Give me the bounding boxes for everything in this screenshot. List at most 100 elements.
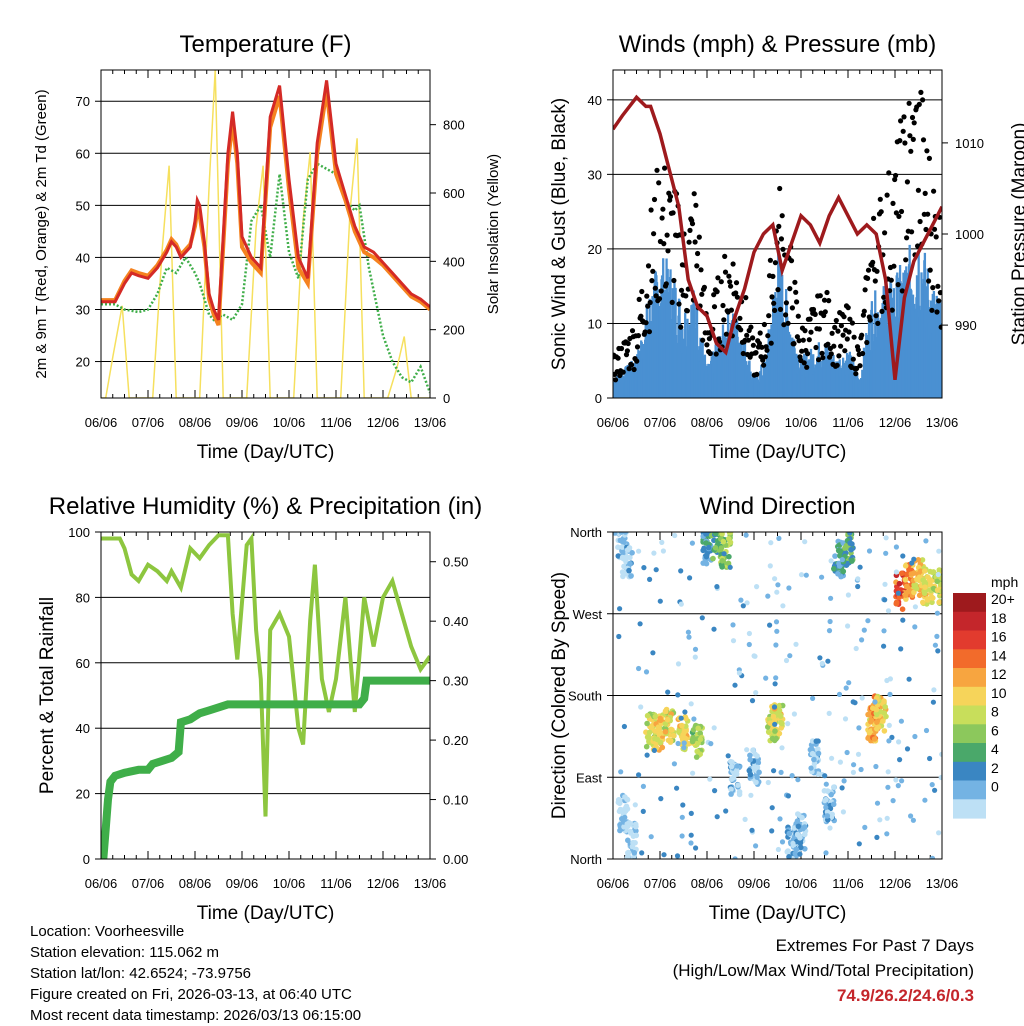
direction-dots [613,532,942,859]
direction-point [824,813,831,819]
x-tick-label: 10/06 [273,876,306,891]
gust-point [901,114,907,120]
direction-point [656,731,662,737]
direction-point [828,558,834,564]
y-tick-label: North [570,852,602,867]
direction-point [693,845,699,851]
direction-point [829,811,835,818]
gust-point [795,313,801,319]
station-latlon: Station lat/lon: 42.6524; -73.9756 [30,965,252,982]
direction-point [753,690,759,696]
y-tick-label: North [570,525,602,540]
direction-point [889,734,895,741]
gust-point [909,114,916,121]
direction-point [756,769,762,776]
direction-point [874,719,880,726]
direction-point [855,583,861,590]
gust-point [807,316,813,322]
direction-point [747,752,753,759]
direction-point [826,628,833,634]
x-tick-label: 08/06 [179,415,212,430]
direction-point [896,739,902,745]
y-tick-label: 60 [76,146,90,161]
gust-point [853,371,859,377]
gust-point [835,328,841,334]
gust-point [700,337,706,343]
direction-point [767,622,773,628]
y-tick-label-right: 0.10 [443,793,468,808]
rh-series [101,532,430,859]
gust-point [936,298,942,304]
gust-point [625,340,631,347]
gust-point [872,278,878,284]
direction-point [874,834,880,841]
colorbar-label: 2 [991,760,999,776]
gust-point [671,277,677,284]
direction-point [906,566,912,573]
precip-line [101,676,430,859]
direction-point [915,557,922,563]
direction-point [679,722,685,729]
gust-point [615,355,621,361]
gust-point [859,332,865,338]
y-tick-label-right: 1010 [955,136,984,151]
direction-point [725,753,731,759]
direction-point [815,750,822,757]
gust-point [938,324,942,330]
direction-point [746,641,752,648]
direction-point [778,725,784,731]
gust-point [789,305,796,311]
gust-point [707,350,713,357]
gust-point [836,353,842,359]
direction-point [902,563,909,569]
direction-point [883,535,889,541]
direction-point [662,729,669,735]
direction-point [813,738,820,744]
direction-point [657,717,664,724]
direction-point [904,746,911,752]
direction-point [613,532,618,536]
direction-point [887,676,894,682]
direction-point [732,856,738,859]
panel-title: Relative Humidity (%) & Precipitation (i… [49,493,482,520]
direction-point [849,541,855,547]
gust-point [819,350,825,356]
x-axis-label: Time (Day/UTC) [197,903,335,924]
direction-point [744,747,750,753]
gust-point [772,307,778,313]
gust-point [667,194,674,200]
direction-point [723,808,729,814]
y-tick-label: 20 [76,787,90,802]
gust-point [656,296,663,302]
direction-point [858,766,864,773]
direction-point [885,608,892,614]
y-tick-label: 100 [68,525,90,540]
gust-point [896,213,902,219]
direction-point [748,792,754,798]
gust-point [796,338,802,344]
direction-point [802,539,808,545]
gust-point [884,192,890,198]
direction-point [850,699,856,705]
gust-point [618,345,625,352]
figure-created: Figure created on Fri, 2026-03-13, at 06… [30,986,352,1003]
direction-point [622,794,628,800]
gust-point [862,287,868,293]
direction-point [701,545,707,551]
direction-point [925,574,931,581]
direction-point [823,804,829,811]
gust-point [791,341,797,347]
gust-point [748,324,754,330]
direction-point [871,736,878,742]
direction-point [929,782,935,788]
direction-point [769,828,775,834]
direction-point [755,759,762,766]
colorbar-swatch [953,724,986,744]
direction-point [795,811,801,817]
direction-point [898,646,904,652]
direction-point [922,797,928,803]
direction-point [898,570,905,577]
direction-point [659,744,666,751]
gust-point [877,196,883,202]
direction-point [825,658,831,664]
